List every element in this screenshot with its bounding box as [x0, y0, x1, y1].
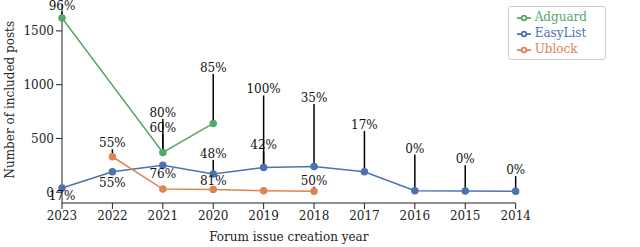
svg-text:0%: 0% — [456, 152, 475, 166]
svg-text:2020: 2020 — [198, 209, 229, 223]
svg-text:2018: 2018 — [299, 209, 330, 223]
svg-text:48%: 48% — [200, 147, 227, 161]
svg-text:17%: 17% — [351, 118, 378, 132]
svg-text:55%: 55% — [99, 136, 126, 150]
svg-text:2019: 2019 — [248, 209, 279, 223]
svg-text:55%: 55% — [99, 176, 126, 190]
svg-text:1500: 1500 — [23, 24, 54, 38]
svg-text:42%: 42% — [250, 138, 277, 152]
svg-text:2022: 2022 — [97, 209, 128, 223]
svg-text:2016: 2016 — [400, 209, 431, 223]
svg-text:100%: 100% — [246, 82, 280, 96]
svg-text:2021: 2021 — [148, 209, 179, 223]
svg-text:60%: 60% — [149, 121, 176, 135]
svg-text:0%: 0% — [506, 163, 525, 177]
html-text:EasyList: EasyList — [534, 26, 587, 40]
svg-text:76%: 76% — [149, 167, 176, 181]
html-text:Adguard: Adguard — [534, 10, 587, 24]
svg-text:50%: 50% — [301, 174, 328, 188]
svg-text:81%: 81% — [200, 174, 227, 188]
svg-text:Number of included posts: Number of included posts — [8, 21, 17, 179]
svg-text:2014: 2014 — [500, 209, 531, 223]
svg-text:Forum issue creation year: Forum issue creation year — [209, 230, 369, 244]
svg-text:500: 500 — [31, 132, 54, 146]
html-text:Ublock: Ublock — [534, 42, 578, 56]
svg-text:80%: 80% — [149, 106, 176, 120]
svg-text:1000: 1000 — [23, 78, 54, 92]
svg-text:96%: 96% — [49, 0, 76, 13]
svg-text:35%: 35% — [301, 91, 328, 105]
svg-text:2017: 2017 — [349, 209, 380, 223]
svg-text:2015: 2015 — [450, 209, 481, 223]
svg-text:85%: 85% — [200, 61, 227, 75]
svg-text:2023: 2023 — [47, 209, 78, 223]
svg-text:17%: 17% — [49, 189, 76, 203]
svg-text:0%: 0% — [405, 142, 424, 156]
